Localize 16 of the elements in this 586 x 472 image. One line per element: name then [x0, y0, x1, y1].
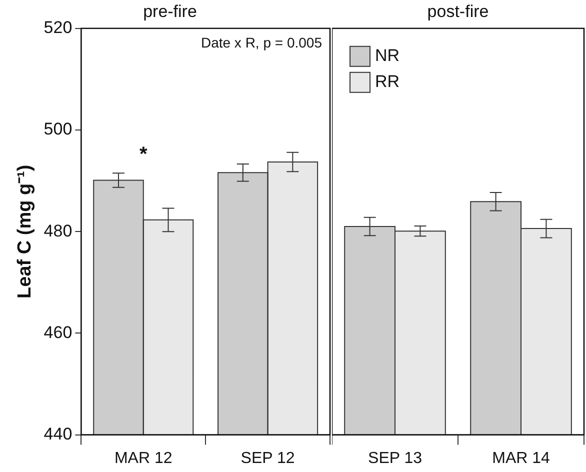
annotation: *	[139, 144, 148, 166]
y-tick-label: 520	[44, 18, 72, 38]
x-tick-label: SEP 13	[368, 450, 422, 467]
y-axis-title: Leaf C (mg g⁻¹)	[14, 164, 36, 298]
x-tick-label: MAR 12	[114, 450, 172, 467]
y-tick-label: 480	[44, 221, 72, 240]
legend-label: RR	[375, 72, 400, 92]
x-tick-label: MAR 14	[492, 450, 550, 467]
y-tick-label: 460	[44, 322, 72, 342]
y-tick-label: 500	[44, 120, 72, 139]
y-tick-label: 440	[44, 424, 72, 444]
legend-label: NR	[375, 46, 400, 66]
chart-title: pre-fire	[143, 2, 197, 21]
x-tick-label: SEP 12	[240, 450, 295, 467]
annotation: Date x R, p = 0.005	[200, 34, 322, 50]
chart-title: post-fire	[427, 2, 489, 21]
